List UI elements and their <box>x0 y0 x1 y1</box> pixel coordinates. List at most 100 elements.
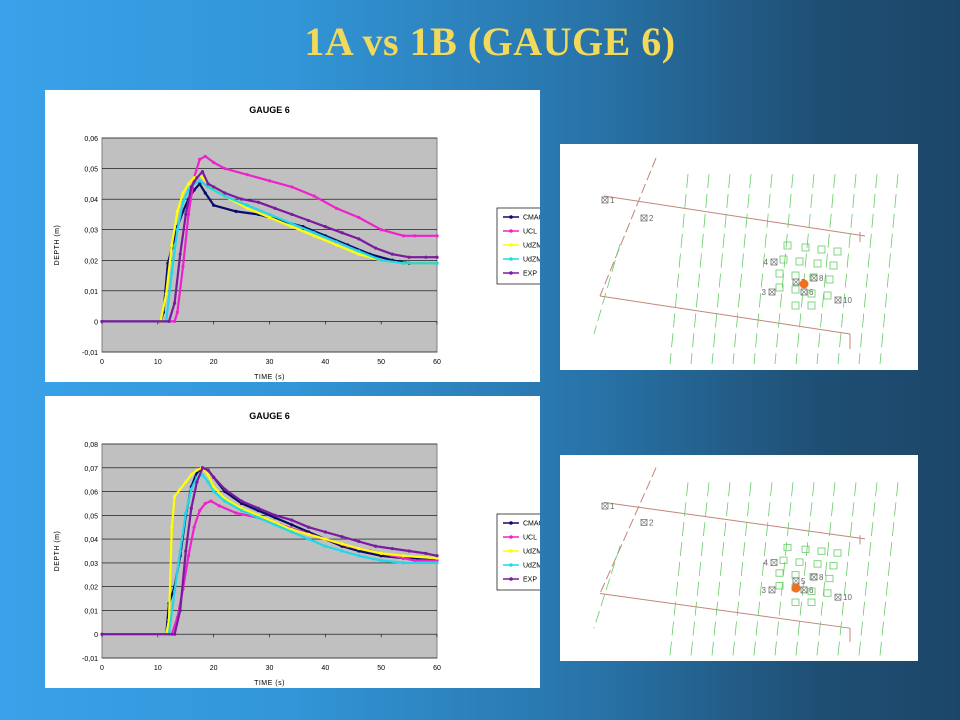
data-point <box>181 200 185 204</box>
gauge-symbol <box>640 519 648 526</box>
building-block <box>817 245 826 254</box>
data-point <box>178 252 182 256</box>
data-point <box>206 468 210 472</box>
structure-line <box>858 482 878 656</box>
legend-marker <box>509 535 513 539</box>
gauge-label: 6 <box>809 586 814 595</box>
gauge-label: 1 <box>610 502 615 511</box>
channel-wall <box>599 157 657 297</box>
series-line-udzmulet <box>102 466 438 636</box>
data-point <box>267 179 272 183</box>
data-point <box>223 499 227 503</box>
gauge-symbol <box>770 559 778 566</box>
data-point <box>203 501 207 506</box>
data-point <box>357 547 361 551</box>
data-point <box>206 480 210 484</box>
building-block <box>807 587 816 595</box>
y-tick-label: 0 <box>94 632 98 639</box>
gauge-symbol <box>834 296 842 304</box>
data-point <box>206 182 210 186</box>
y-axis-label: DEPTH (m) <box>54 225 61 266</box>
structure-line <box>774 482 794 656</box>
structure-line <box>879 482 899 656</box>
building-block <box>801 545 810 553</box>
gauge-symbol <box>810 274 818 282</box>
structure-line <box>816 173 836 365</box>
building-block <box>791 598 800 606</box>
legend-marker <box>509 577 513 581</box>
legend-marker <box>509 243 513 247</box>
gauge-symbol <box>800 288 808 296</box>
data-point <box>203 191 207 195</box>
gauge-symbol <box>800 586 808 594</box>
y-tick-label: 0,05 <box>84 513 98 520</box>
structure-line <box>816 482 836 656</box>
gauge-symbol <box>800 586 808 594</box>
gauge-symbol <box>640 214 648 222</box>
data-point <box>195 480 199 484</box>
data-point <box>186 212 191 217</box>
data-point <box>334 243 339 247</box>
building-block <box>823 291 832 300</box>
data-point <box>189 487 193 491</box>
y-tick-label: 0 <box>94 319 98 326</box>
data-point <box>178 549 182 553</box>
data-point <box>186 182 191 186</box>
data-point <box>357 249 361 253</box>
building-block <box>791 301 800 310</box>
data-point <box>170 243 174 247</box>
gauge-symbol <box>810 274 818 282</box>
gauge-symbol <box>601 196 609 204</box>
building-block <box>779 255 788 264</box>
data-point <box>212 475 216 479</box>
y-tick-label: 0,01 <box>84 608 98 615</box>
data-point <box>186 554 191 558</box>
gauge-symbol <box>770 559 778 566</box>
data-point <box>192 525 196 529</box>
legend-box <box>496 513 540 591</box>
data-point <box>312 194 316 198</box>
data-point <box>256 513 260 517</box>
data-point <box>256 200 260 204</box>
data-point <box>181 191 185 195</box>
x-tick-label: 30 <box>266 665 274 672</box>
data-point <box>178 608 182 613</box>
series-ucl <box>100 154 439 324</box>
data-point <box>390 547 394 551</box>
data-point <box>212 489 216 494</box>
building-block <box>807 301 816 310</box>
y-tick-label: 0,04 <box>84 537 98 544</box>
x-tick-label: 30 <box>266 359 274 366</box>
gauge-symbol <box>601 502 609 510</box>
data-point <box>273 513 277 517</box>
structure-line <box>669 482 689 656</box>
series-exp <box>100 466 439 636</box>
data-point <box>212 203 216 207</box>
data-point <box>357 539 361 544</box>
structure-line <box>711 173 731 365</box>
legend-label: UdZMULET <box>523 549 540 556</box>
gauge-symbol <box>834 593 842 601</box>
plot-area <box>101 443 438 659</box>
data-point <box>223 191 227 195</box>
y-tick-label: 0,03 <box>84 228 98 235</box>
data-point <box>256 508 260 513</box>
legend-marker <box>509 229 513 233</box>
gauge-symbol <box>792 278 800 286</box>
building-block <box>833 247 842 256</box>
data-point <box>239 501 244 506</box>
data-point <box>401 261 406 265</box>
slide-title: 1A vs 1B (GAUGE 6) <box>304 19 676 64</box>
data-point <box>323 530 327 534</box>
legend-label: EXP <box>523 577 537 584</box>
data-point <box>413 558 417 563</box>
data-point <box>379 228 383 232</box>
map-svg-1b: 1 2 3 4 568 10 <box>593 467 899 656</box>
building-block <box>775 269 784 278</box>
data-point <box>100 632 104 636</box>
gauge-symbol <box>768 288 776 296</box>
data-point <box>234 511 238 515</box>
data-point <box>245 203 249 207</box>
data-point <box>424 255 428 259</box>
data-point <box>184 549 188 553</box>
